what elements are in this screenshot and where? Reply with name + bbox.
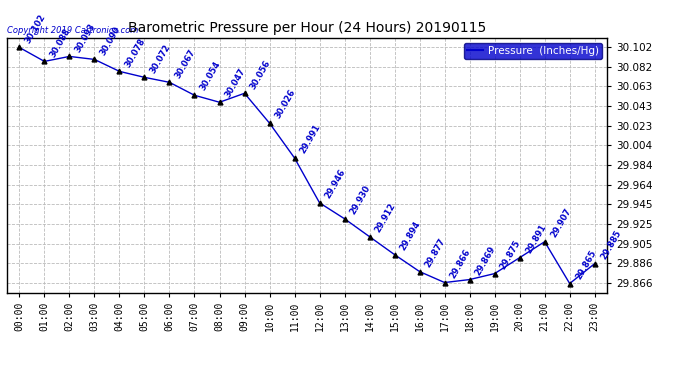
Text: 29.866: 29.866 xyxy=(448,247,473,280)
Text: 29.946: 29.946 xyxy=(324,168,348,200)
Text: 30.088: 30.088 xyxy=(48,26,72,58)
Text: 29.991: 29.991 xyxy=(299,123,323,155)
Text: 29.891: 29.891 xyxy=(524,222,548,255)
Text: 30.093: 30.093 xyxy=(74,21,97,54)
Text: 29.869: 29.869 xyxy=(474,244,497,277)
Text: 30.102: 30.102 xyxy=(23,12,48,45)
Text: 29.875: 29.875 xyxy=(499,238,523,271)
Text: 30.067: 30.067 xyxy=(174,47,197,80)
Text: 30.078: 30.078 xyxy=(124,36,148,69)
Text: 29.912: 29.912 xyxy=(374,201,397,234)
Text: 29.885: 29.885 xyxy=(599,228,623,261)
Text: 29.894: 29.894 xyxy=(399,219,423,252)
Text: 29.865: 29.865 xyxy=(574,248,598,281)
Text: 29.907: 29.907 xyxy=(549,207,573,239)
Text: 30.054: 30.054 xyxy=(199,60,223,93)
Text: 29.930: 29.930 xyxy=(348,184,373,216)
Text: 30.090: 30.090 xyxy=(99,24,122,57)
Text: 30.047: 30.047 xyxy=(224,67,248,99)
Legend: Pressure  (Inches/Hg): Pressure (Inches/Hg) xyxy=(464,43,602,59)
Text: 29.877: 29.877 xyxy=(424,237,448,269)
Text: Copyright 2019 Cartronics.com: Copyright 2019 Cartronics.com xyxy=(7,26,138,35)
Title: Barometric Pressure per Hour (24 Hours) 20190115: Barometric Pressure per Hour (24 Hours) … xyxy=(128,21,486,35)
Text: 30.072: 30.072 xyxy=(148,42,172,75)
Text: 30.056: 30.056 xyxy=(248,58,273,90)
Text: 30.026: 30.026 xyxy=(274,88,297,120)
